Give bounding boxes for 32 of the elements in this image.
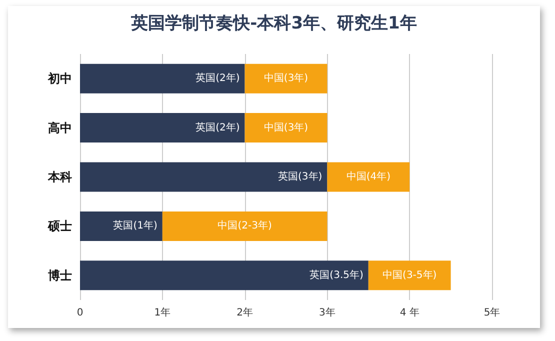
x-tick-label: 1年 [154,306,171,318]
bar [327,162,410,192]
x-tick-label: 2年 [236,306,253,318]
data-label: 英国(1年) [113,220,158,232]
x-tick-label: 0 [76,308,84,318]
bar [80,113,245,143]
bar [80,64,245,94]
y-tick-label: 博士 [47,268,72,282]
y-tick-label: 高中 [48,120,72,135]
y-tick-label: 初中 [47,72,72,86]
data-label: 中国(3-5年) [382,268,437,281]
bar [80,162,328,192]
bar [244,64,328,94]
data-label: 英国(3年) [278,170,322,182]
data-label: 英国(2年) [196,72,240,84]
x-tick-label: 4 年 [400,306,420,318]
bar [80,211,162,241]
x-tick-label: 3年 [319,306,336,318]
data-label: 中国(2-3年) [218,220,272,232]
bar [80,260,368,290]
x-tick-label: 5年 [484,306,500,318]
data-label: 中国(3年) [264,72,308,84]
bar [244,113,328,143]
y-tick-label: 硕士 [47,219,72,234]
bar [162,211,328,241]
data-label: 英国(2年) [196,121,240,134]
data-label: 英国(3.5年) [310,268,364,281]
chart-title: 英国学制节奏快-本科3年、研究生1年 [130,14,417,34]
data-label: 中国(4年) [346,170,391,182]
data-label: 中国(3年) [264,121,308,134]
bar [368,260,451,290]
y-tick-label: 本科 [47,170,72,184]
